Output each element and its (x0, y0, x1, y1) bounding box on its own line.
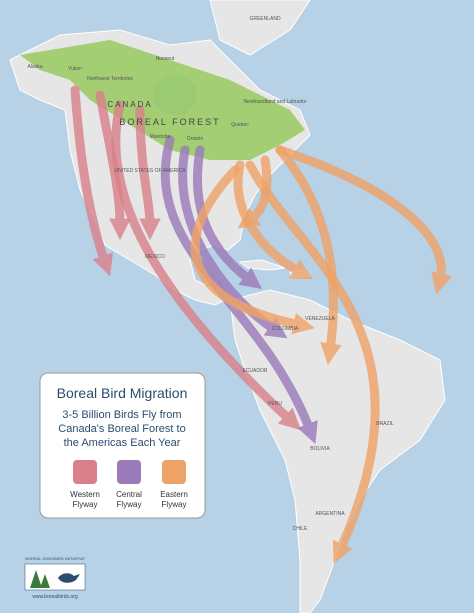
boreal-forest (20, 40, 305, 160)
logo-trees (30, 570, 50, 588)
logo-url: www.borealbirds.org (32, 594, 78, 600)
legend-label: Central (116, 490, 142, 499)
map-labels: GREENLAND BOREAL FOREST CANADA UNITED ST… (27, 16, 393, 532)
label: Newfoundland and Labrador (243, 99, 306, 105)
legend-label: Flyway (117, 500, 142, 509)
legend-swatch (73, 460, 97, 484)
legend-label: Western (70, 490, 100, 499)
label: MEXICO (145, 254, 165, 260)
label: BRAZIL (376, 421, 394, 427)
legend-label: Flyway (162, 500, 187, 509)
flyways (70, 85, 453, 564)
legend-swatch (117, 460, 141, 484)
legend-title: Boreal Bird Migration (57, 385, 188, 401)
legend: Boreal Bird Migration 3-5 Billion Birds … (39, 372, 206, 519)
label: GREENLAND (249, 16, 281, 22)
label: Alaska (27, 64, 42, 70)
label: BOLIVIA (310, 446, 330, 452)
label: VENEZUELA (305, 316, 335, 322)
legend-label: Eastern (160, 490, 188, 499)
label: ECUADOR (242, 368, 267, 374)
label: BOREAL FOREST (119, 117, 220, 127)
label: COLOMBIA (272, 326, 299, 332)
label: Yukon (68, 66, 82, 72)
legend-subtitle: the Americas Each Year (64, 437, 181, 449)
label: Ontario (187, 136, 204, 142)
label: Nunavut (156, 56, 175, 62)
legend-label: Flyway (73, 500, 98, 509)
label: UNITED STATES OF AMERICA (115, 168, 187, 174)
label: CHILE (293, 526, 308, 532)
label: Northwest Territories (87, 76, 133, 82)
label: Quebec (231, 122, 249, 128)
legend-subtitle: Canada's Boreal Forest to (58, 423, 185, 435)
label: PERU (268, 401, 282, 407)
legend-swatch (162, 460, 186, 484)
label: ARGENTINA (315, 511, 345, 517)
legend-subtitle: 3-5 Billion Birds Fly from (62, 409, 181, 421)
logo-name: BOREAL SONGBIRD INITIATIVE (25, 556, 85, 561)
label: Manitoba (150, 134, 171, 140)
label: CANADA (107, 100, 152, 109)
logo: BOREAL SONGBIRD INITIATIVE www.borealbir… (24, 556, 86, 600)
logo-bird (58, 573, 80, 583)
